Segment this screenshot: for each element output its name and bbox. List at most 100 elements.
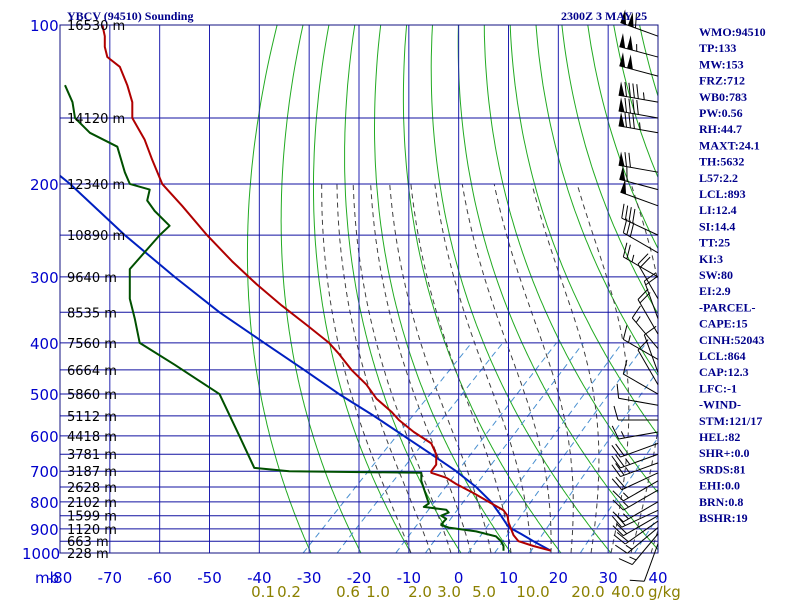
wind-barb: [611, 442, 659, 458]
pressure-tick-label: 700: [30, 463, 59, 481]
wind-barb: [637, 339, 659, 385]
dewpoint-line: [64, 84, 505, 551]
profiles: [60, 25, 552, 552]
mixing-ratio-line: [529, 369, 658, 553]
stat-line: EI:2.9: [699, 284, 731, 298]
wind-barb: [618, 151, 659, 173]
height-tick-label: 663 m: [67, 535, 109, 550]
height-tick-label: 8535 m: [67, 306, 117, 321]
stat-line: TT:25: [699, 236, 730, 250]
height-tick-label: 1120 m: [67, 523, 117, 538]
height-tick-label: 10890 m: [67, 229, 125, 244]
wind-barb: [611, 472, 659, 491]
stat-line: RH:44.7: [699, 122, 742, 136]
mixing-ratio-tick-label: 0.1: [251, 583, 275, 600]
stat-line: BSHR:19: [699, 511, 748, 525]
chart-datetime: 2300Z 3 MAY 25: [561, 9, 647, 23]
height-tick-label: 12340 m: [67, 178, 125, 193]
wind-barb: [611, 425, 659, 440]
mixing-ratio-tick-label: 0.2: [277, 583, 301, 600]
wind-barb: [612, 480, 659, 502]
dry-adiabat-line: [795, 25, 800, 553]
wind-barb: [620, 9, 659, 37]
wind-barb: [618, 97, 659, 119]
mixing-ratio-tick-label: 0.6: [336, 583, 360, 600]
mixing-ratio-line: [336, 342, 504, 553]
pressure-tick-label: 1000: [22, 545, 60, 563]
dry-adiabat-line: [535, 25, 658, 377]
temperature-tick-label: -60: [147, 569, 172, 587]
moist-adiabat-line: [352, 183, 452, 553]
wind-barb: [612, 489, 659, 511]
stat-line: MW:153: [699, 57, 744, 71]
wind-barb: [611, 509, 659, 528]
temperature-tick-label: 40: [648, 569, 667, 587]
height-tick-label: 9640 m: [67, 271, 117, 286]
wind-barb: [643, 272, 659, 319]
wind-barb: [620, 178, 659, 207]
mixing-ratio-line: [302, 342, 472, 553]
temperature-line: [101, 25, 552, 552]
pressure-tick-label: 400: [30, 335, 59, 353]
height-tick-label: 2102 m: [67, 496, 117, 511]
stat-line: LFC:-1: [699, 381, 737, 395]
dry-adiabat-line: [587, 25, 658, 250]
stat-line: FRZ:712: [699, 74, 745, 88]
stat-line: L57:2.2: [699, 171, 738, 185]
temperature-tick-label: 10: [499, 569, 518, 587]
background-lines: [60, 25, 800, 553]
stat-line: CAPE:15: [699, 317, 748, 331]
wind-barb: [637, 253, 659, 300]
stat-line: PW:0.56: [699, 106, 743, 120]
wind-barb: [611, 462, 659, 478]
pressure-tick-label: 600: [30, 428, 59, 446]
wind-barb: [616, 383, 659, 406]
wind-barb-column: [611, 9, 659, 582]
height-tick-label: 2628 m: [67, 481, 117, 496]
height-tick-label: 5112 m: [67, 410, 117, 425]
mixing-ratio-line: [467, 342, 623, 553]
stat-line: KI:3: [699, 252, 723, 266]
wind-barb: [619, 33, 659, 58]
height-tick-label: 7560 m: [67, 337, 117, 352]
moist-adiabat-line: [576, 183, 630, 553]
wind-barb: [613, 520, 659, 545]
mixing-ratio-tick-label: 10.0: [516, 583, 549, 600]
mixing-ratio-tick-label: 20.0: [571, 583, 604, 600]
height-tick-label: 1599 m: [67, 510, 117, 525]
mixing-ratio-tick-label: 40.0: [611, 583, 644, 600]
chart-title: YBCV (94510) Sounding: [67, 9, 193, 23]
dry-adiabat-line: [769, 25, 800, 553]
stat-line: CAP:12.3: [699, 365, 749, 379]
stat-line: -PARCEL-: [699, 300, 755, 314]
wind-barb: [619, 52, 659, 77]
stat-line: LI:12.4: [699, 203, 737, 217]
wind-barb: [631, 305, 659, 349]
pressure-tick-label: 500: [30, 386, 59, 404]
temperature-tick-label: -20: [347, 569, 372, 587]
dry-adiabat-line: [246, 25, 312, 553]
dry-adiabat-line: [313, 25, 412, 553]
wind-barb: [615, 527, 659, 554]
moist-adiabat-line: [336, 183, 432, 553]
parcel-path-line: [60, 174, 552, 552]
stats-panel: WMO:94510 TP:133 MW:153 FRZ:712 WB0:783 PW:0.…: [699, 25, 766, 525]
pressure-tick-label: 100: [30, 17, 59, 35]
stat-line: SHR+:0.0: [699, 446, 750, 460]
moist-adiabat-line: [321, 183, 412, 553]
stat-line: MAXT:24.1: [699, 138, 760, 152]
height-tick-label: 3187 m: [67, 465, 117, 480]
wind-barb: [629, 543, 659, 582]
stat-line: STM:121/17: [699, 414, 762, 428]
wind-barb: [618, 533, 659, 565]
temperature-tick-label: 20: [549, 569, 568, 587]
moist-adiabat-line: [370, 183, 472, 553]
wind-barb: [618, 81, 659, 103]
moist-adiabat-line: [630, 183, 658, 553]
stat-line: WMO:94510: [699, 25, 766, 39]
stat-line: LCL:893: [699, 187, 746, 201]
stat-line: TH:5632: [699, 155, 744, 169]
pressure-tick-label: 800: [30, 494, 59, 512]
wind-barb: [611, 453, 659, 469]
wind-barb: [613, 405, 658, 421]
